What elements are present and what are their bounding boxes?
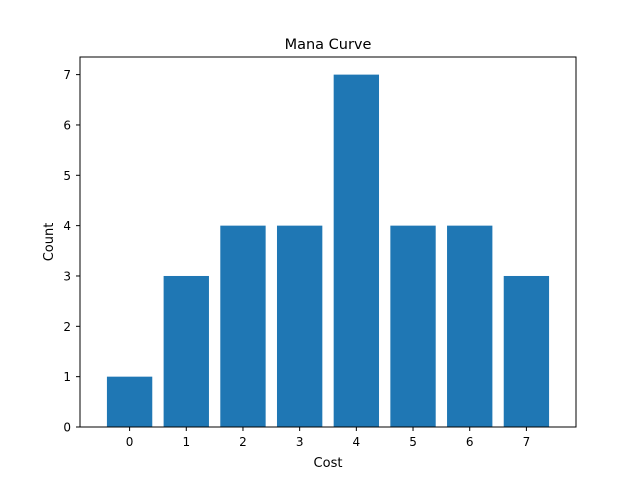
x-tick-label-1: 1 <box>182 435 190 449</box>
x-tick-label-0: 0 <box>126 435 134 449</box>
bar-6 <box>447 225 493 427</box>
y-axis-ticks: 0 1 2 3 4 5 6 7 <box>63 68 80 435</box>
y-tick-label-3: 3 <box>63 269 71 283</box>
x-tick-label-6: 6 <box>466 435 474 449</box>
bar-5 <box>390 225 436 427</box>
y-tick-label-4: 4 <box>63 219 71 233</box>
bar-3 <box>276 225 323 427</box>
y-tick-label-1: 1 <box>63 370 71 384</box>
x-tick-label-5: 5 <box>409 435 417 449</box>
x-tick-label-7: 7 <box>523 435 531 449</box>
plot-frame <box>79 56 577 428</box>
y-tick-label-6: 6 <box>63 118 71 132</box>
x-tick-label-4: 4 <box>353 435 361 449</box>
bar-7 <box>503 275 550 427</box>
y-axis-label: Count <box>42 223 57 262</box>
chart-title: Mana Curve <box>285 37 372 53</box>
x-axis-label: Cost <box>314 456 343 471</box>
bar-0 <box>106 376 153 427</box>
x-tick-label-3: 3 <box>296 435 304 449</box>
bar-1 <box>163 275 209 427</box>
y-tick-label-7: 7 <box>63 68 71 82</box>
y-tick-label-2: 2 <box>63 320 71 334</box>
bars-layer <box>106 74 550 427</box>
y-tick-label-5: 5 <box>63 169 71 183</box>
x-tick-label-2: 2 <box>239 435 247 449</box>
bar-2 <box>220 225 266 427</box>
bar-4 <box>333 74 380 427</box>
y-tick-label-0: 0 <box>63 421 71 435</box>
x-axis-ticks: 0 1 2 3 4 5 6 7 <box>126 427 530 449</box>
